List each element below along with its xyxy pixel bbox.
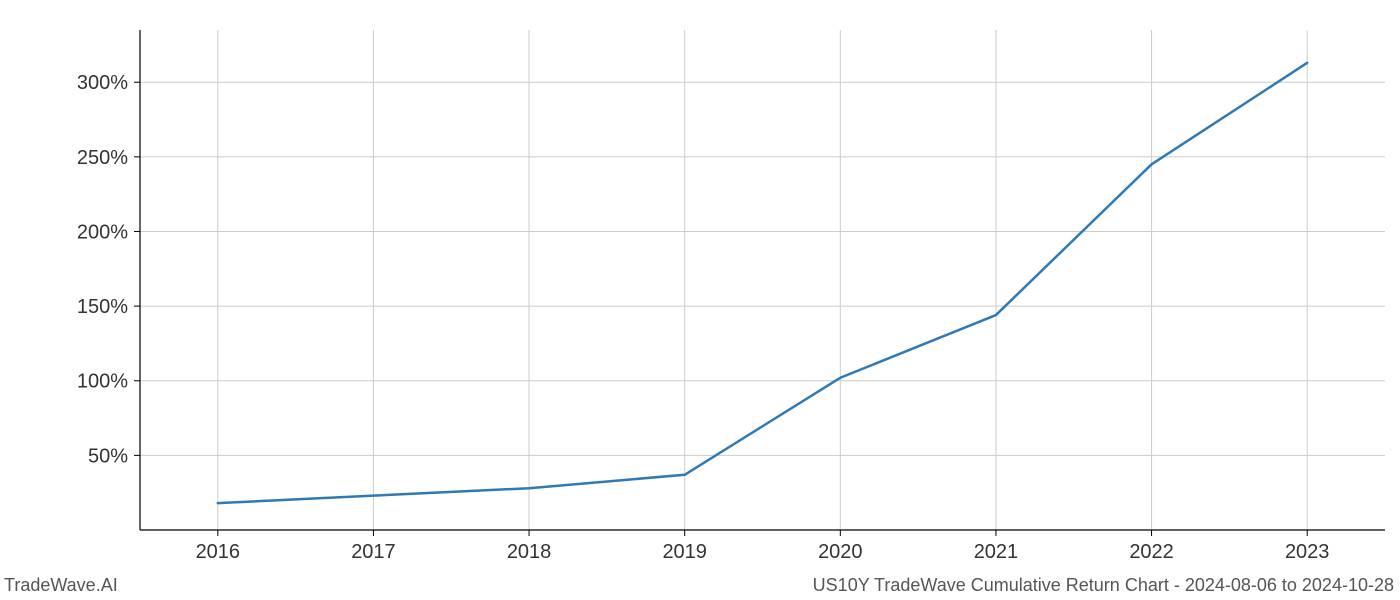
line-chart: 2016 2017 2018 2019 2020 2021 2022 2023 50% 100% 1… [0, 0, 1400, 600]
svg-text:50%: 50% [88, 445, 128, 467]
svg-text:2022: 2022 [1129, 541, 1174, 563]
footer-brand: TradeWave.AI [4, 575, 118, 596]
svg-text:2017: 2017 [351, 541, 396, 563]
svg-text:2023: 2023 [1285, 541, 1330, 563]
svg-text:2020: 2020 [818, 541, 863, 563]
svg-text:100%: 100% [77, 371, 128, 393]
svg-text:200%: 200% [77, 221, 128, 243]
svg-text:2019: 2019 [662, 541, 707, 563]
svg-text:2021: 2021 [974, 541, 1019, 563]
svg-text:150%: 150% [77, 296, 128, 318]
footer-caption: US10Y TradeWave Cumulative Return Chart … [813, 575, 1394, 596]
chart-container: 2016 2017 2018 2019 2020 2021 2022 2023 50% 100% 1… [0, 0, 1400, 600]
svg-text:300%: 300% [77, 72, 128, 94]
svg-text:2016: 2016 [196, 541, 241, 563]
svg-text:250%: 250% [77, 147, 128, 169]
svg-text:2018: 2018 [507, 541, 552, 563]
